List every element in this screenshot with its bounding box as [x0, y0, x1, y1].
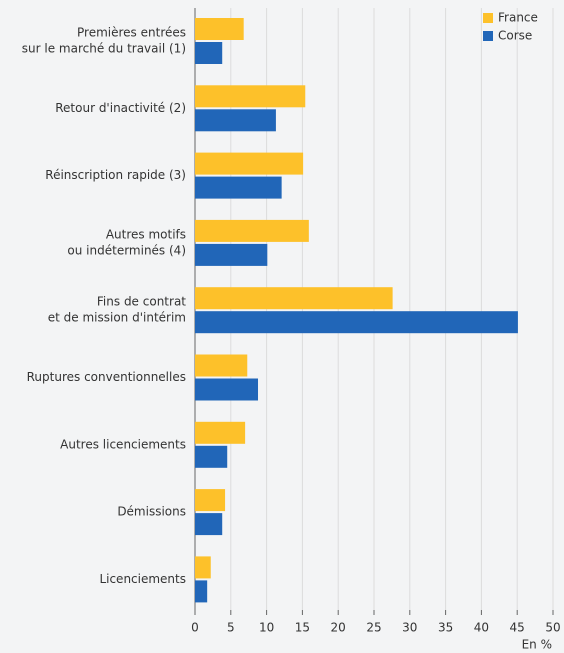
y-tick-label: sur le marché du travail (1) [22, 42, 186, 56]
y-tick-label: Fins de contrat [97, 295, 186, 309]
bar [195, 580, 208, 603]
x-tick-label: 5 [227, 621, 235, 635]
bar [195, 556, 211, 579]
bar [195, 445, 228, 468]
bar [195, 287, 393, 310]
bar [195, 421, 246, 444]
legend-swatch [483, 13, 493, 23]
bar [195, 311, 518, 334]
y-tick-label: Retour d'inactivité (2) [55, 101, 186, 115]
legend-swatch [483, 31, 493, 41]
x-tick-label: 40 [474, 621, 489, 635]
x-tick-label: 20 [331, 621, 346, 635]
y-tick-label: ou indéterminés (4) [67, 243, 186, 257]
bar [195, 176, 282, 199]
y-tick-label: Premières entrées [77, 26, 186, 40]
x-tick-label: 15 [295, 621, 310, 635]
bar [195, 109, 276, 132]
bar [195, 18, 244, 40]
legend-label: Corse [498, 29, 532, 43]
x-tick-label: 50 [545, 621, 560, 635]
y-tick-label: Ruptures conventionnelles [27, 370, 186, 384]
x-tick-label: 30 [402, 621, 417, 635]
bar [195, 219, 309, 242]
y-tick-label: Réinscription rapide (3) [45, 168, 186, 182]
y-tick-label: Autres licenciements [60, 437, 186, 451]
bar [195, 85, 306, 108]
bar [195, 354, 248, 377]
legend-label: France [498, 11, 538, 25]
x-tick-label: 45 [510, 621, 525, 635]
x-axis-label: En % [522, 638, 552, 652]
x-tick-label: 25 [366, 621, 381, 635]
bar [195, 42, 223, 64]
y-tick-label: Démissions [117, 505, 186, 519]
y-tick-label: et de mission d'intérim [48, 311, 186, 325]
bar [195, 152, 304, 175]
y-tick-label: Licenciements [99, 572, 186, 586]
x-tick-label: 0 [191, 621, 199, 635]
x-tick-label: 35 [438, 621, 453, 635]
x-tick-label: 10 [259, 621, 274, 635]
bar [195, 513, 223, 536]
bar [195, 243, 268, 266]
bar [195, 489, 226, 512]
bar [195, 378, 259, 401]
y-tick-label: Autres motifs [106, 227, 186, 241]
